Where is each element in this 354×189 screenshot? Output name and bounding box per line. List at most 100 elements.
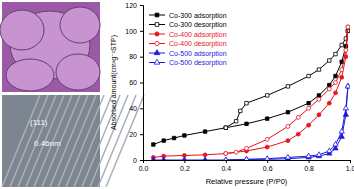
data-point [346, 25, 350, 29]
data-point [345, 83, 350, 88]
data-point [224, 152, 228, 156]
y-tick-label: 0 [133, 157, 137, 164]
x-tick: 1.0 [346, 160, 354, 172]
data-point [265, 145, 269, 149]
plot-area [151, 25, 350, 160]
legend-label: Co-300 desorption [169, 21, 227, 29]
sem-flower [56, 54, 100, 90]
data-point [317, 94, 320, 97]
data-point [245, 101, 248, 104]
data-point [265, 137, 269, 141]
data-point [234, 150, 238, 154]
data-point [328, 59, 331, 62]
lattice-fringe [66, 95, 104, 187]
y-tick: 120 [125, 2, 143, 9]
data-point [339, 129, 344, 134]
series-line [226, 86, 348, 160]
data-point [306, 153, 311, 158]
data-point [244, 156, 249, 160]
x-tick-label: 0.8 [304, 165, 314, 172]
series-line [226, 31, 348, 128]
y-axis: 020406080100120 [125, 2, 143, 164]
lattice-fringe [26, 95, 64, 187]
series-line [153, 27, 348, 157]
legend-marker [155, 32, 159, 36]
data-point [161, 157, 166, 160]
x-tick-mark [226, 160, 227, 163]
lattice-fringe [34, 95, 72, 187]
data-point [333, 141, 338, 146]
annotation: 0.46nm [34, 139, 61, 148]
series-line [226, 27, 348, 154]
legend-marker [154, 59, 160, 64]
x-tick-label: 1.0 [346, 165, 354, 172]
data-point [224, 126, 227, 129]
data-point [334, 74, 337, 77]
legend-marker [155, 41, 159, 45]
x-tick-mark [309, 160, 310, 163]
annotation: (111) [30, 118, 48, 127]
data-point [307, 74, 310, 77]
data-point [245, 146, 249, 150]
series-line [153, 31, 348, 145]
figure: (111)0.46nm0.00.20.40.60.81.002040608010… [0, 0, 354, 189]
y-axis-line [140, 6, 144, 161]
data-point [245, 122, 248, 125]
data-point [340, 75, 344, 79]
x-tick-mark [350, 160, 351, 163]
data-point [334, 81, 338, 85]
data-point [345, 83, 350, 88]
data-point [224, 152, 228, 156]
data-point [223, 157, 228, 160]
micrographs [0, 2, 144, 187]
legend-label: Co-300 adsorption [169, 12, 227, 20]
x-tick: 0.8 [304, 160, 314, 172]
data-point [286, 110, 289, 113]
x-tick-label: 0.0 [139, 165, 149, 172]
legend-label: Co-400 adsorption [169, 31, 227, 39]
y-tick: 0 [133, 157, 143, 164]
y-tick: 20 [129, 131, 143, 138]
data-point [152, 143, 155, 146]
data-point [346, 25, 350, 29]
x-tick-mark [184, 160, 185, 163]
x-tick-label: 0.4 [221, 165, 231, 172]
data-point [327, 87, 331, 91]
data-point [183, 134, 186, 137]
y-tick: 40 [129, 105, 143, 112]
data-point [182, 157, 187, 160]
y-tick-mark [140, 57, 143, 58]
data-point [334, 91, 338, 95]
data-point [244, 156, 249, 160]
x-axis-line [144, 161, 351, 164]
y-axis-title: Absorbed amount(cm³g⁻¹STP) [110, 35, 118, 130]
legend-label: Co-500 desorption [169, 59, 227, 67]
data-point [328, 83, 331, 86]
data-point [286, 85, 289, 88]
sem-flower [6, 59, 54, 91]
data-point [343, 112, 348, 117]
y-tick: 80 [129, 53, 143, 60]
x-tick: 0.4 [221, 160, 231, 172]
y-tick-mark [140, 5, 143, 6]
y-tick-mark [140, 108, 143, 109]
data-point [307, 123, 311, 127]
data-point [224, 126, 227, 129]
series-line [153, 86, 348, 160]
data-point [317, 68, 320, 71]
data-point [234, 120, 237, 123]
data-point [285, 154, 290, 159]
data-point [265, 156, 270, 160]
data-point [223, 157, 228, 160]
y-tick-label: 100 [125, 28, 137, 35]
x-tick: 0.0 [139, 160, 149, 172]
y-tick-label: 80 [129, 53, 137, 60]
data-point [344, 48, 348, 52]
y-tick-mark [140, 31, 143, 32]
y-tick-label: 120 [125, 2, 137, 9]
y-tick-mark [140, 83, 143, 84]
data-point [317, 97, 321, 101]
x-axis-title: Relative pressure (P/P0) [206, 177, 288, 186]
data-point [265, 117, 268, 120]
y-tick-mark [140, 160, 143, 161]
